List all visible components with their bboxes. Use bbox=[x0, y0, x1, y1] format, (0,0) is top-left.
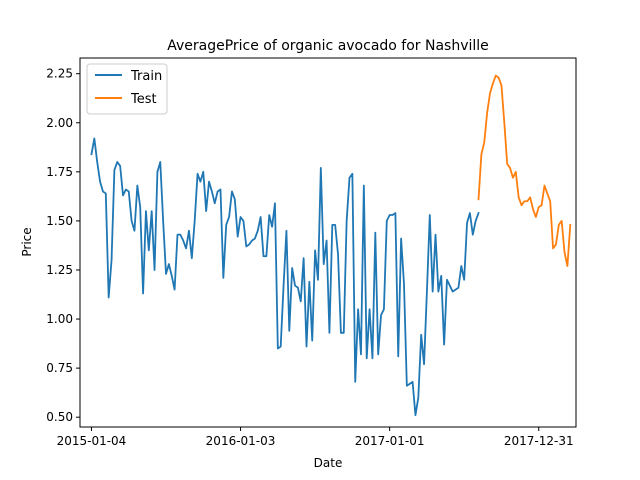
x-tick-label: 2017-01-01 bbox=[355, 434, 425, 448]
legend-box bbox=[86, 63, 168, 115]
x-tick-label: 2017-12-31 bbox=[504, 434, 574, 448]
x-axis: 2015-01-04 2016-01-03 2017-01-01 2017-12-31 bbox=[57, 427, 574, 448]
y-tick-label: 0.50 bbox=[46, 410, 73, 424]
chart-title: AveragePrice of organic avocado for Nash… bbox=[167, 38, 489, 54]
y-tick-label: 1.00 bbox=[46, 312, 73, 326]
x-axis-label: Date bbox=[314, 456, 343, 470]
y-tick-label: 1.75 bbox=[46, 165, 73, 179]
y-axis-label: Price bbox=[20, 227, 34, 256]
series-layer bbox=[90, 74, 572, 417]
series-line-train bbox=[90, 137, 480, 417]
legend-label-test: Test bbox=[130, 92, 157, 107]
y-axis: 0.50 0.75 1.00 1.25 1.50 1.75 2.00 2.25 bbox=[46, 67, 80, 424]
y-tick-label: 2.25 bbox=[46, 67, 73, 81]
y-tick-label: 1.25 bbox=[46, 263, 73, 277]
y-tick-label: 1.50 bbox=[46, 214, 73, 228]
x-tick-label: 2015-01-04 bbox=[57, 434, 127, 448]
y-tick-label: 0.75 bbox=[46, 361, 73, 375]
x-tick-label: 2016-01-03 bbox=[206, 434, 276, 448]
plot-background bbox=[80, 58, 576, 427]
y-tick-label: 2.00 bbox=[46, 116, 73, 130]
plot-area bbox=[79, 57, 577, 428]
series-line-test bbox=[477, 74, 572, 267]
plot-frame bbox=[79, 57, 577, 428]
legend: Train Test bbox=[86, 63, 168, 115]
legend-label-train: Train bbox=[130, 69, 162, 84]
